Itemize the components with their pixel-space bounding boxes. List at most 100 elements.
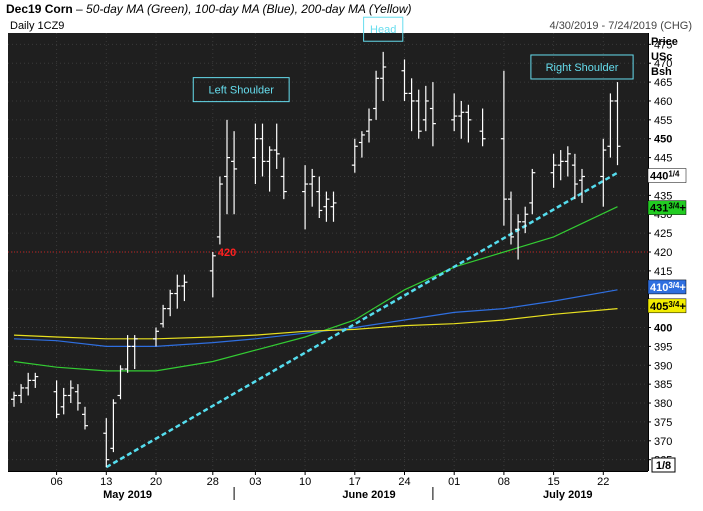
ohlc-bar (53, 380, 60, 419)
price-tag-fraction: 3/4 (668, 300, 680, 309)
date-tick-label: 08 (498, 476, 510, 488)
price-tick-label: 475 (654, 39, 672, 51)
grid (8, 33, 648, 471)
price-tag: 4401/4 (647, 168, 687, 183)
axis-header-price: Price (651, 36, 678, 48)
price-tick-label: 460 (654, 96, 672, 108)
fraction-box (651, 457, 676, 473)
date-tick-label: 28 (207, 476, 219, 488)
annotation: Right Shoulder (530, 54, 634, 80)
ohlc-bars (11, 51, 621, 468)
ohlc-bar (479, 108, 486, 147)
neckline-trendline (105, 171, 619, 469)
price-tick-label: 455 (654, 115, 672, 127)
ohlc-bar (373, 70, 380, 120)
ohlc-bar (67, 380, 74, 404)
ohlc-bar (366, 108, 372, 143)
ohlc-bar (160, 304, 167, 328)
price-tag-fraction: 3/4 (668, 281, 680, 290)
ohlc-bar (550, 153, 557, 188)
price-tick-label: 415 (654, 266, 672, 278)
ohlc-bar (529, 168, 536, 215)
ohlc-bar (110, 399, 117, 453)
price-tag-suffix: + (679, 282, 685, 294)
ohlc-bar (557, 150, 564, 181)
price-tick-label: 370 (654, 436, 672, 448)
trendline-group (105, 171, 619, 469)
ohlc-bar (380, 51, 387, 101)
ohlc-bar (124, 335, 131, 373)
level-line-group: 420 (8, 247, 648, 259)
ohlc-bar (330, 191, 337, 222)
annotation: Head (363, 16, 404, 42)
ohlc-bar (252, 123, 259, 185)
ohlc-bar (508, 191, 514, 245)
ohlc-bar (451, 93, 458, 132)
ohlc-bar (167, 289, 174, 317)
ohlc-bar (231, 131, 238, 215)
month-label: July 2019 (543, 489, 593, 501)
price-tag-whole: 410 (650, 282, 668, 294)
ohlc-bar (209, 252, 216, 298)
ohlc-bar (259, 123, 266, 177)
axis-header-bushel: Bsh (651, 66, 672, 78)
price-tag-whole: 440 (650, 171, 668, 183)
ohlc-bar (181, 274, 188, 302)
ohlc-bar (174, 274, 181, 309)
price-tick-label: 470 (654, 58, 672, 70)
date-tick-label: 17 (349, 476, 361, 488)
ohlc-bar (515, 214, 522, 260)
price-tag: 4313/4+ (647, 200, 687, 215)
price-tag-whole: 405 (650, 301, 668, 313)
moving-averages (13, 206, 618, 372)
ohlc-bar (74, 384, 81, 411)
ohlc-bar (302, 165, 309, 230)
ohlc-bar (32, 372, 39, 388)
price-tag-label: 4401/4 (650, 170, 680, 183)
annotation-label: Left Shoulder (208, 85, 274, 97)
price-tag: 4103/4+ (647, 279, 687, 295)
price-tag-fraction: 3/4 (668, 202, 680, 211)
date-tick-label: 15 (547, 476, 559, 488)
price-tick-label: 420 (654, 247, 672, 259)
price-tick-label: 445 (654, 153, 672, 165)
price-tag-box (647, 168, 687, 183)
ohlc-bar (131, 335, 138, 370)
month-label: May 2019 (103, 489, 152, 501)
ohlc-bar (323, 191, 330, 222)
price-tick-label: 385 (654, 379, 672, 391)
chart-symbol: Dec19 Corn (6, 2, 73, 16)
ohlc-bar (25, 372, 32, 396)
date-tick-label: 03 (249, 476, 261, 488)
annotation: Left Shoulder (192, 77, 290, 103)
month-label: June 2019 (342, 489, 395, 501)
ohlc-bar (11, 391, 17, 407)
ohlc-bar (600, 138, 607, 207)
annotations: Left Shoulder Head Right Shoulder (192, 16, 634, 103)
ohlc-bar (465, 104, 472, 143)
ohlc-bar (216, 176, 223, 245)
header-right-label: 4/30/2019 - 7/24/2019 (CHG) (550, 20, 692, 32)
header-left-label: Daily 1CZ9 (10, 20, 64, 32)
annotation-box (363, 16, 404, 42)
level-label: 420 (218, 247, 236, 259)
annotation-box (530, 54, 634, 80)
ohlc-bar (571, 153, 578, 200)
date-tick-label: 06 (50, 476, 62, 488)
ohlc-bar (522, 206, 529, 234)
price-tag-label: 4103/4+ (650, 281, 686, 294)
date-tick-label: 13 (100, 476, 112, 488)
ohlc-bar (82, 406, 88, 430)
date-tick-label: 01 (448, 476, 460, 488)
price-tag-fraction: 1/4 (668, 170, 680, 179)
annotation-box (192, 77, 290, 103)
ma-line-3 (13, 308, 618, 340)
date-tick-label: 20 (150, 476, 162, 488)
date-tick-label: 10 (299, 476, 311, 488)
ohlc-bar (579, 168, 585, 203)
price-tag-box (647, 279, 687, 295)
ohlc-bar (358, 131, 365, 158)
ohlc-bar (103, 418, 110, 468)
ohlc-bar (117, 365, 124, 400)
